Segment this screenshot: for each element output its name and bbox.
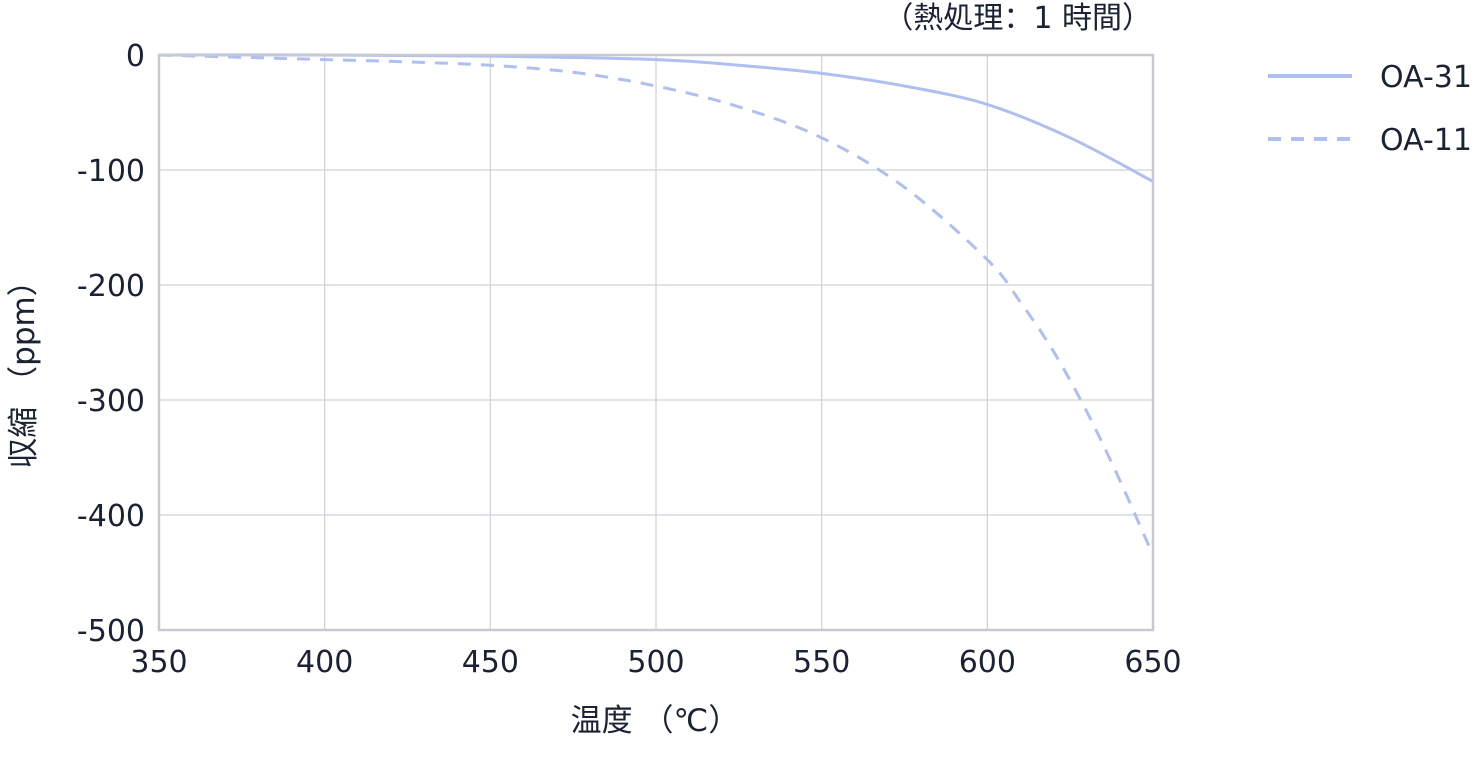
x-tick-label: 650 xyxy=(1124,645,1181,680)
y-tick-label: -400 xyxy=(77,499,145,534)
x-tick-label: 500 xyxy=(627,645,684,680)
x-tick-label: 550 xyxy=(793,645,850,680)
x-axis-title: 温度 （℃） xyxy=(571,703,740,739)
y-tick-labels: 0 -100 -200 -300 -400 -500 xyxy=(77,39,145,649)
plot-frame xyxy=(157,53,1155,632)
x-tick-label: 400 xyxy=(296,645,353,680)
legend: OA-31 OA-11 xyxy=(1268,60,1472,158)
series-line-oa-11 xyxy=(158,53,1155,556)
grid-lines xyxy=(158,54,1154,631)
y-tick-label: 0 xyxy=(126,39,145,74)
x-tick-labels: 350 400 450 500 550 600 650 xyxy=(130,645,1181,680)
plot-border xyxy=(157,53,1155,632)
x-tick-label: 600 xyxy=(959,645,1016,680)
legend-label-oa-11: OA-11 xyxy=(1380,123,1472,158)
y-tick-label: -300 xyxy=(77,384,145,419)
legend-label-oa-31: OA-31 xyxy=(1380,60,1472,95)
y-tick-label: -500 xyxy=(77,614,145,649)
x-tick-label: 450 xyxy=(462,645,519,680)
y-tick-label: -100 xyxy=(77,154,145,189)
x-tick-label: 350 xyxy=(130,645,187,680)
y-tick-label: -200 xyxy=(77,269,145,304)
y-axis-title: 収縮 （ppm） xyxy=(6,265,42,468)
chart-note: （熱処理：1 時間） xyxy=(883,1,1152,36)
